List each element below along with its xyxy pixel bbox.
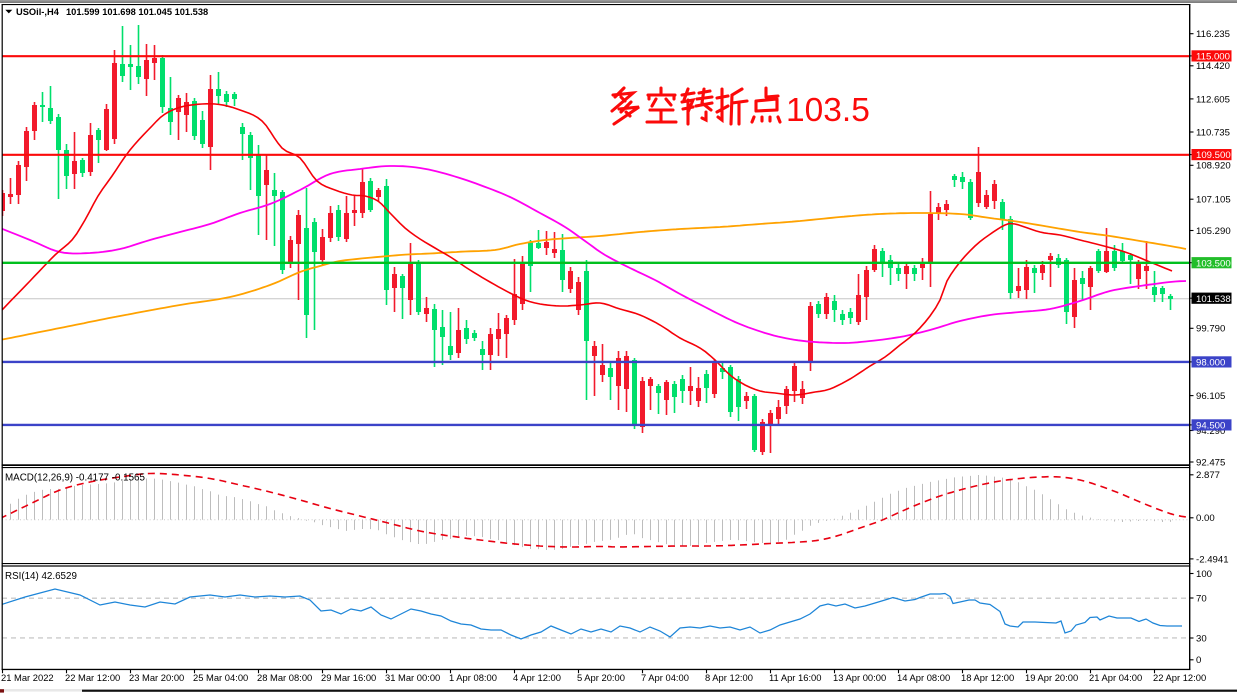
svg-text:-2.4941: -2.4941: [1196, 554, 1229, 565]
svg-text:0.00: 0.00: [1196, 513, 1215, 524]
svg-text:110.735: 110.735: [1196, 127, 1230, 138]
svg-text:29 Mar 16:00: 29 Mar 16:00: [321, 672, 376, 683]
svg-text:103.500: 103.500: [1196, 258, 1231, 269]
svg-text:30: 30: [1196, 633, 1207, 644]
svg-text:108.920: 108.920: [1196, 161, 1231, 172]
svg-text:114.420: 114.420: [1196, 61, 1230, 72]
svg-text:94.500: 94.500: [1196, 421, 1225, 432]
svg-text:7 Apr 04:00: 7 Apr 04:00: [641, 672, 689, 683]
svg-text:115.000: 115.000: [1196, 52, 1230, 63]
svg-text:92.475: 92.475: [1196, 457, 1225, 468]
svg-text:USOil-,H4: USOil-,H4: [16, 7, 60, 17]
svg-text:112.605: 112.605: [1196, 94, 1230, 105]
svg-text:RSI(14) 42.6529: RSI(14) 42.6529: [5, 571, 77, 582]
svg-text:25 Mar 04:00: 25 Mar 04:00: [193, 672, 248, 683]
svg-text:103.5: 103.5: [786, 92, 870, 129]
svg-text:5 Apr 20:00: 5 Apr 20:00: [577, 672, 625, 683]
svg-text:101.599 101.698 101.045 101.53: 101.599 101.698 101.045 101.538: [66, 7, 208, 17]
svg-text:22 Mar 12:00: 22 Mar 12:00: [65, 672, 120, 683]
svg-text:21 Apr 04:00: 21 Apr 04:00: [1089, 672, 1142, 683]
svg-text:2.877: 2.877: [1196, 470, 1220, 481]
svg-text:109.500: 109.500: [1196, 150, 1231, 161]
svg-text:99.790: 99.790: [1196, 324, 1225, 335]
svg-text:31 Mar 00:00: 31 Mar 00:00: [385, 672, 440, 683]
svg-text:11 Apr 16:00: 11 Apr 16:00: [769, 672, 821, 683]
svg-text:22 Apr 12:00: 22 Apr 12:00: [1153, 672, 1206, 683]
svg-text:14 Apr 08:00: 14 Apr 08:00: [897, 672, 950, 683]
svg-text:1 Apr 08:00: 1 Apr 08:00: [449, 672, 497, 683]
svg-text:13 Apr 00:00: 13 Apr 00:00: [833, 672, 886, 683]
svg-text:21 Mar 2022: 21 Mar 2022: [1, 672, 54, 683]
svg-text:94.290: 94.290: [1196, 426, 1225, 437]
svg-text:101.538: 101.538: [1196, 294, 1231, 305]
svg-text:107.105: 107.105: [1196, 195, 1231, 206]
svg-text:98.000: 98.000: [1196, 358, 1225, 369]
svg-text:105.290: 105.290: [1196, 226, 1231, 237]
svg-text:18 Apr 12:00: 18 Apr 12:00: [961, 672, 1014, 683]
svg-text:70: 70: [1196, 593, 1207, 604]
svg-text:19 Apr 20:00: 19 Apr 20:00: [1025, 672, 1078, 683]
svg-text:96.105: 96.105: [1196, 391, 1225, 402]
svg-text:0: 0: [1196, 655, 1201, 666]
svg-text:28 Mar 08:00: 28 Mar 08:00: [257, 672, 312, 683]
svg-text:4 Apr 12:00: 4 Apr 12:00: [513, 672, 561, 683]
svg-text:8 Apr 12:00: 8 Apr 12:00: [705, 672, 753, 683]
svg-text:116.235: 116.235: [1196, 29, 1230, 40]
svg-text:23 Mar 20:00: 23 Mar 20:00: [129, 672, 184, 683]
svg-text:100: 100: [1196, 569, 1212, 580]
svg-text:MACD(12,26,9) -0.4177 -0.1565: MACD(12,26,9) -0.4177 -0.1565: [5, 473, 146, 484]
